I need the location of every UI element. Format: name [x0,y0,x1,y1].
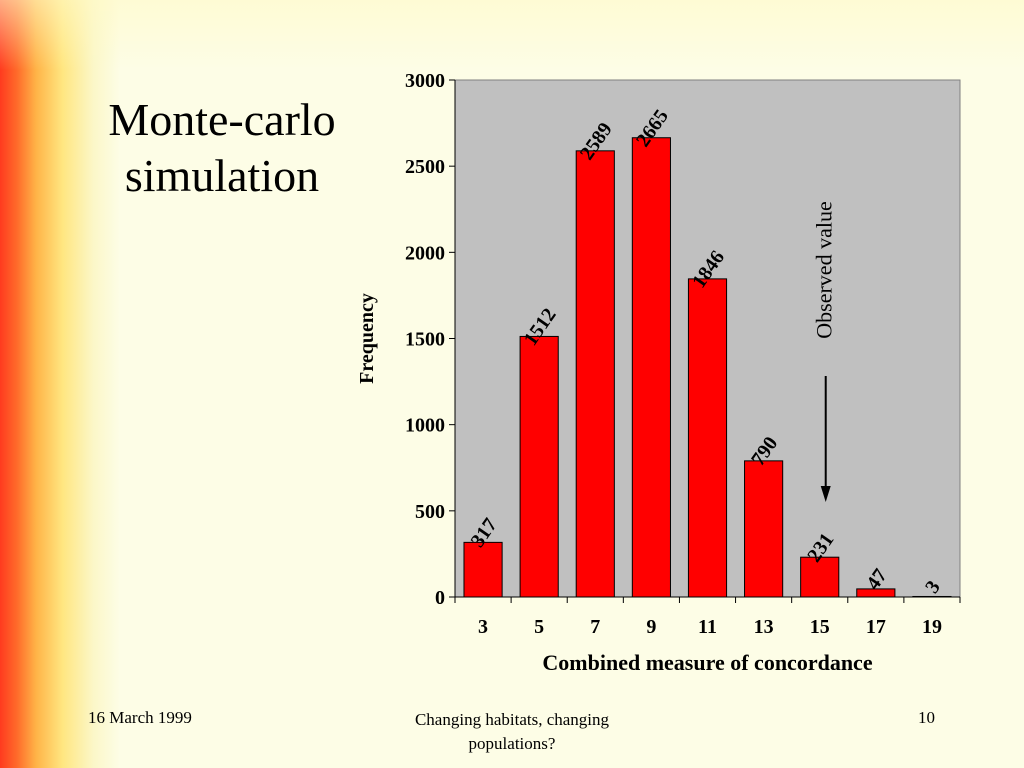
x-tick-label: 13 [754,616,774,638]
x-tick-label: 5 [534,616,544,638]
x-axis-label: Combined measure of concordance [542,650,872,675]
observed-value-arrow-head [820,486,831,502]
x-tick-label: 19 [922,616,942,638]
x-tick-label: 17 [866,616,886,638]
y-axis-label: Frequency [356,293,378,384]
bar-13 [744,460,784,598]
y-tick-label: 2500 [405,156,445,178]
footer-date: 16 March 1999 [88,708,192,727]
y-tick-label: 2000 [405,242,445,264]
y-tick-label: 500 [415,501,445,523]
x-tick-label: 11 [698,616,717,638]
slide-title: Monte-carlo simulation [108,94,336,201]
bar-7 [575,150,615,598]
x-tick-label: 7 [590,616,600,638]
y-tick-label: 1500 [405,329,445,351]
top-glow-decoration [0,0,1024,70]
x-tick-label: 9 [646,616,656,638]
y-tick-label: 3000 [405,70,445,92]
x-tick-label: 15 [810,616,830,638]
bar-5 [519,335,559,598]
bar-3 [463,541,503,598]
page-number: 10 [918,708,935,727]
left-gradient-decoration [0,0,120,768]
footer-center-text: Changing habitats, changing populations? [414,710,610,753]
y-tick-label: 1000 [405,415,445,437]
bar-9 [631,137,671,598]
observed-value-annotation: Observed value [812,201,837,338]
bar-11 [687,278,728,598]
x-tick-label: 3 [478,616,488,638]
y-tick-label: 0 [435,587,445,609]
